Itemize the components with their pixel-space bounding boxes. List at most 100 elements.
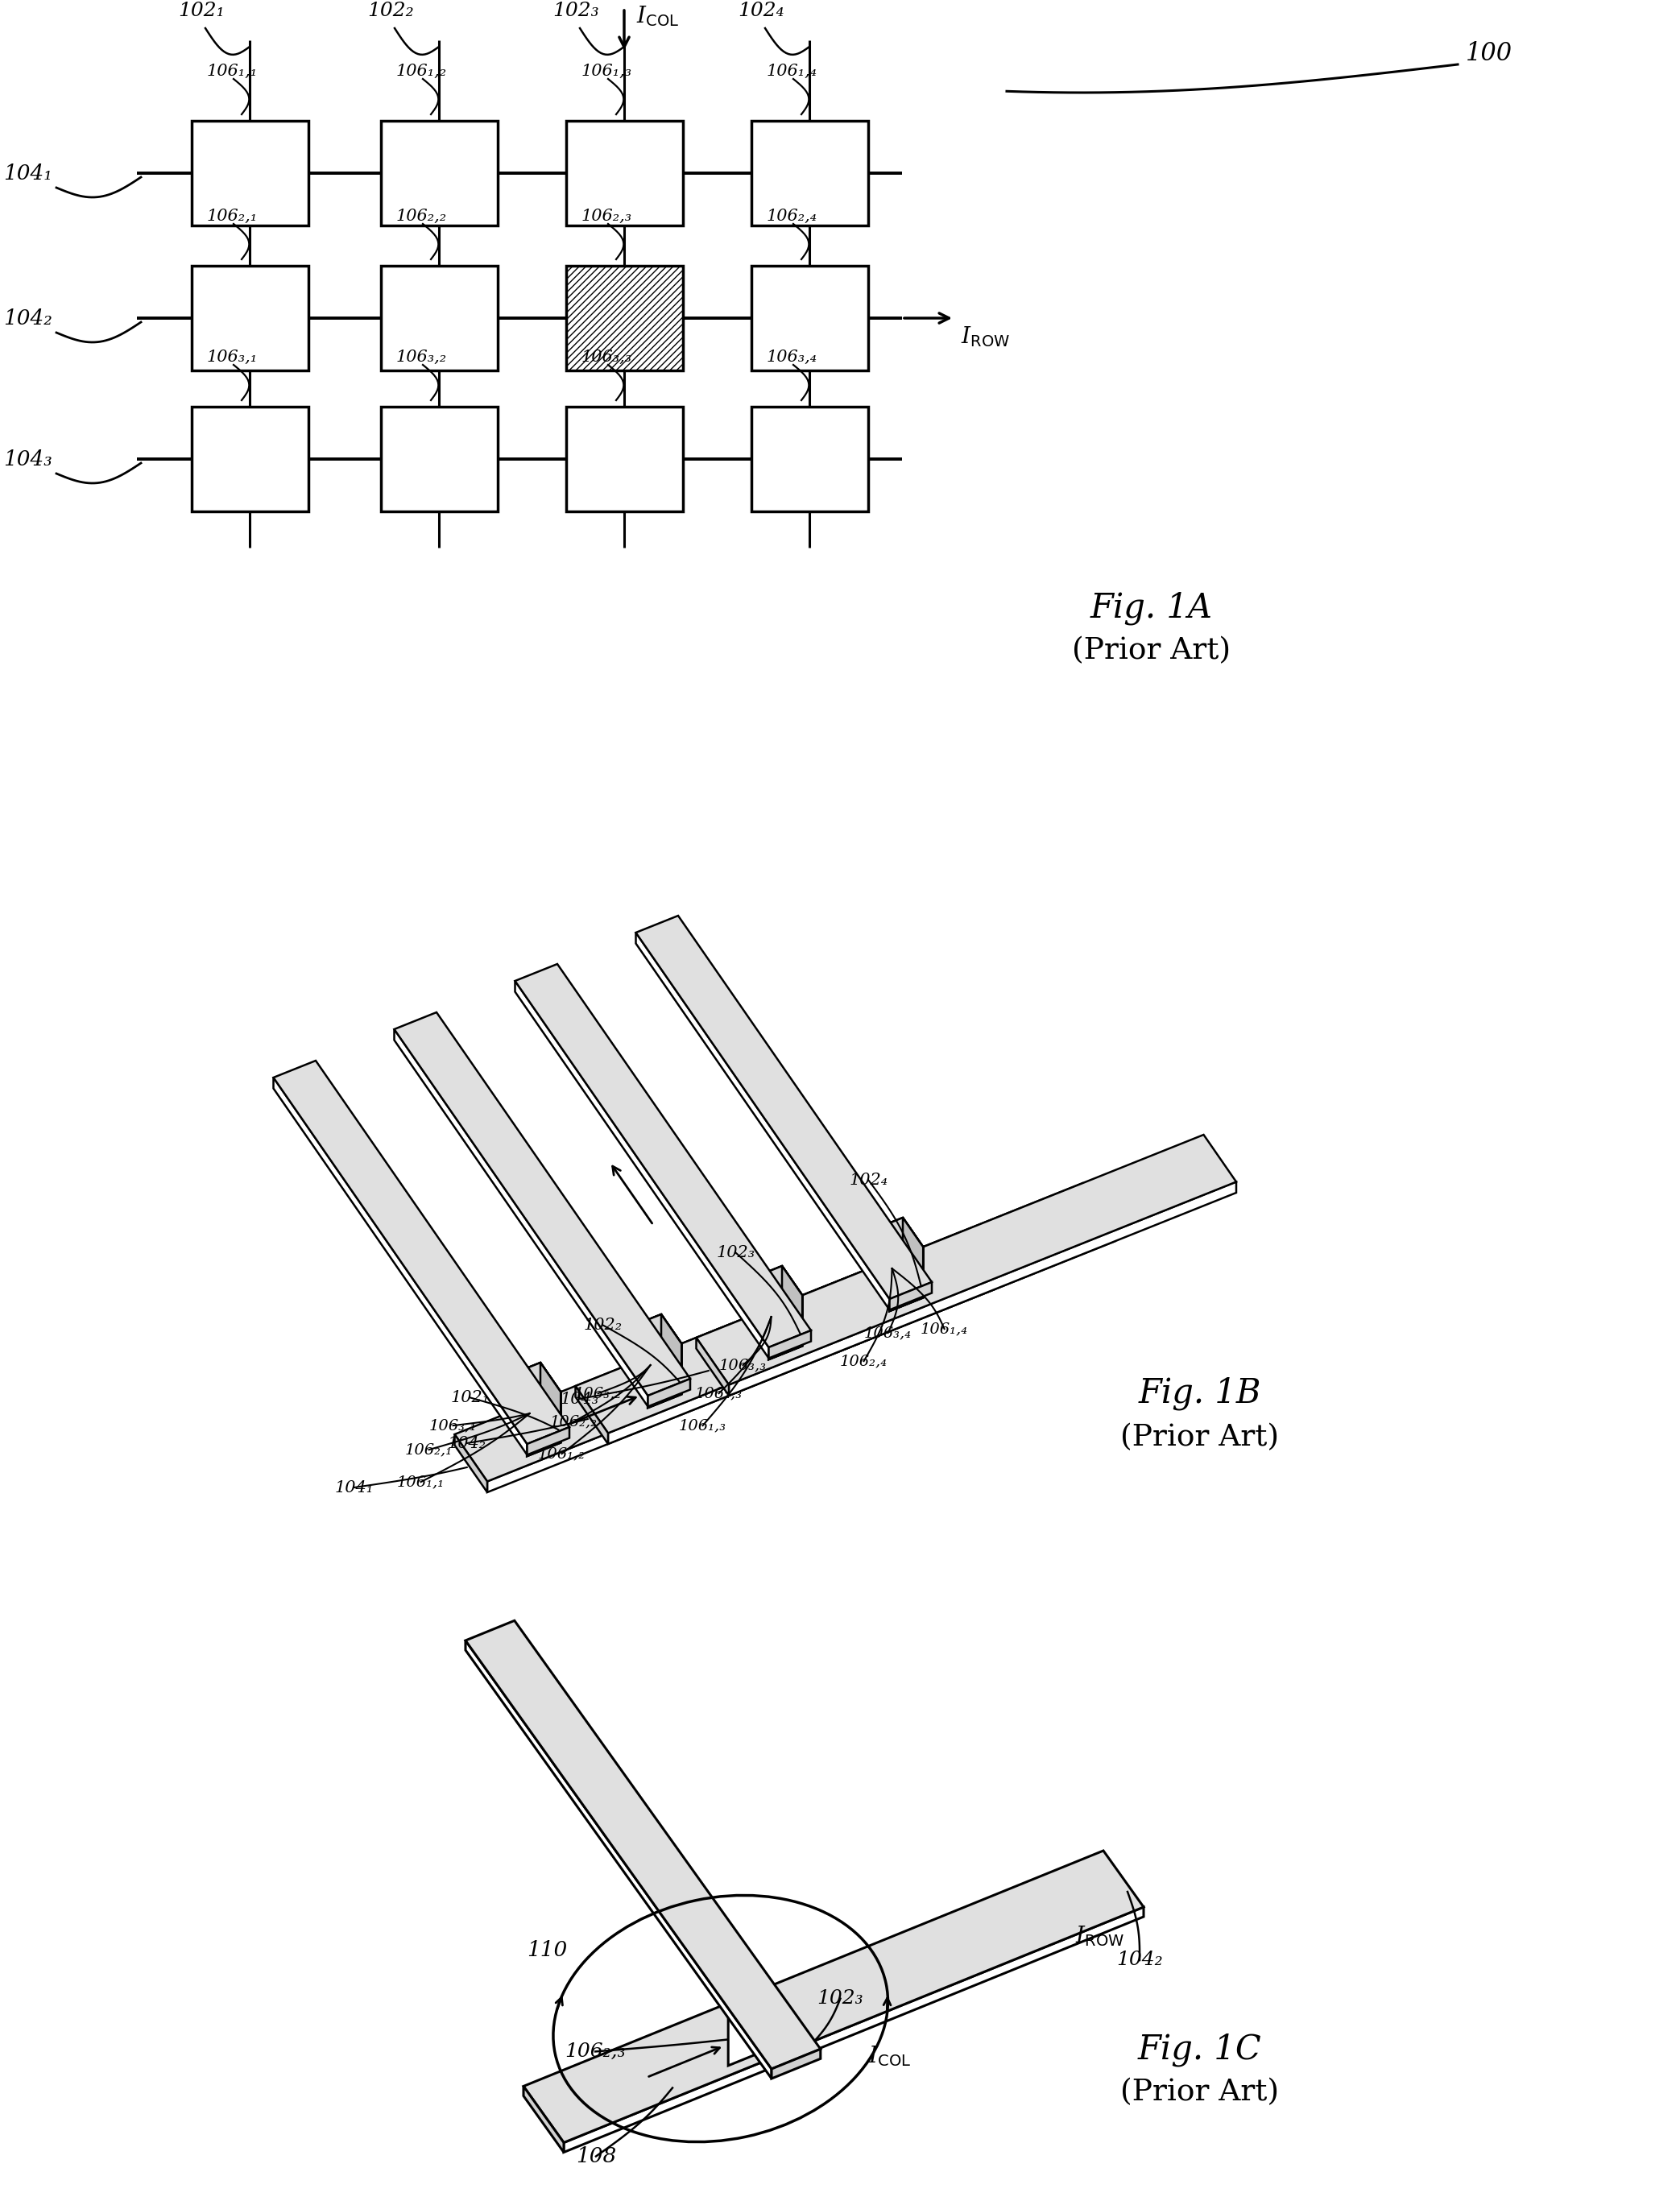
Text: 102₃: 102₃ <box>816 1990 864 2007</box>
Polygon shape <box>528 1391 561 1457</box>
Text: 106₂,₁: 106₂,₁ <box>207 209 257 225</box>
Polygon shape <box>748 1266 803 1310</box>
Text: 102₂: 102₂ <box>368 2 413 20</box>
Text: 104₃: 104₃ <box>3 449 52 469</box>
Polygon shape <box>781 1266 803 1347</box>
Text: 106₂,₂: 106₂,₂ <box>396 209 447 225</box>
Polygon shape <box>576 1184 1116 1433</box>
Polygon shape <box>395 1030 648 1406</box>
Text: 106₃,₃: 106₃,₃ <box>719 1358 766 1373</box>
Text: 106₂,₁: 106₂,₁ <box>405 1442 452 1457</box>
Text: 104₂: 104₂ <box>1117 1950 1163 1970</box>
Polygon shape <box>627 1314 682 1358</box>
Polygon shape <box>902 1217 922 1299</box>
Polygon shape <box>541 1362 561 1442</box>
Polygon shape <box>902 1217 922 1299</box>
Text: 106₃,₂: 106₃,₂ <box>575 1387 622 1400</box>
Text: 106₂,₄: 106₂,₄ <box>840 1354 887 1369</box>
Polygon shape <box>465 1620 820 2069</box>
Bar <box>566 407 682 511</box>
Polygon shape <box>274 1061 570 1444</box>
Polygon shape <box>748 1266 803 1310</box>
Text: 106₁,₃: 106₁,₃ <box>581 64 632 79</box>
Polygon shape <box>648 1343 682 1409</box>
Polygon shape <box>768 1296 803 1360</box>
Text: 106₁,₁: 106₁,₁ <box>207 64 257 79</box>
Polygon shape <box>274 1078 528 1455</box>
Polygon shape <box>648 1343 682 1409</box>
Polygon shape <box>507 1362 561 1406</box>
Text: 110: 110 <box>528 1939 568 1961</box>
Text: (Prior Art): (Prior Art) <box>1121 2078 1280 2106</box>
Text: 106₃,₃: 106₃,₃ <box>581 350 632 365</box>
Polygon shape <box>516 982 769 1358</box>
Text: 108: 108 <box>576 2146 617 2166</box>
Polygon shape <box>648 1343 682 1409</box>
Polygon shape <box>648 1378 690 1406</box>
Polygon shape <box>768 1296 803 1360</box>
Text: 102₁: 102₁ <box>450 1389 489 1404</box>
Text: 106₂,₃: 106₂,₃ <box>581 209 632 225</box>
Polygon shape <box>528 1391 561 1457</box>
Text: Fig. 1A: Fig. 1A <box>1090 592 1213 625</box>
Text: I$_{\rm COL}$: I$_{\rm COL}$ <box>869 2045 912 2067</box>
Text: 106₃,₂: 106₃,₂ <box>396 350 447 365</box>
Polygon shape <box>746 1954 773 2047</box>
Polygon shape <box>769 1329 811 1358</box>
Bar <box>192 266 307 370</box>
Text: 104₃: 104₃ <box>561 1391 600 1406</box>
Polygon shape <box>487 1279 995 1492</box>
Polygon shape <box>889 1248 922 1312</box>
Text: Fig. 1C: Fig. 1C <box>1137 2034 1262 2067</box>
Text: 106₃,₄: 106₃,₄ <box>864 1325 912 1340</box>
Text: 104₁: 104₁ <box>334 1479 373 1494</box>
Polygon shape <box>608 1230 1116 1444</box>
Polygon shape <box>889 1248 922 1312</box>
Polygon shape <box>395 1012 690 1395</box>
Bar <box>381 266 497 370</box>
Text: 106₂,₃: 106₂,₃ <box>564 2043 625 2060</box>
Text: I$_{\rm ROW}$: I$_{\rm ROW}$ <box>961 324 1010 348</box>
Polygon shape <box>729 1182 1236 1395</box>
Text: 106₁,₁: 106₁,₁ <box>396 1475 445 1490</box>
Text: 102₃: 102₃ <box>716 1246 754 1261</box>
Polygon shape <box>768 1296 803 1360</box>
Text: 106₃,₁: 106₃,₁ <box>207 350 257 365</box>
Text: 106₂,₂: 106₂,₂ <box>549 1415 598 1428</box>
Polygon shape <box>781 1266 803 1347</box>
Text: 102₄: 102₄ <box>848 1173 887 1189</box>
Polygon shape <box>635 916 932 1299</box>
Text: I$_{\rm COL}$: I$_{\rm COL}$ <box>637 4 679 29</box>
Text: 106₂,₄: 106₂,₄ <box>766 209 816 225</box>
Polygon shape <box>528 1391 561 1457</box>
Text: 106₃,₁: 106₃,₁ <box>430 1417 477 1433</box>
Polygon shape <box>635 933 889 1310</box>
Text: (Prior Art): (Prior Art) <box>1121 1424 1280 1453</box>
Text: 104₂: 104₂ <box>447 1435 486 1450</box>
Text: 104₁: 104₁ <box>3 163 52 183</box>
Bar <box>192 407 307 511</box>
Text: 102₄: 102₄ <box>738 2 785 20</box>
Polygon shape <box>507 1362 561 1406</box>
Text: 102₁: 102₁ <box>178 2 225 20</box>
Polygon shape <box>564 1906 1144 2153</box>
Text: I$_{\rm ROW}$: I$_{\rm ROW}$ <box>1075 1924 1124 1948</box>
Text: 106₃,₄: 106₃,₄ <box>766 350 816 365</box>
Bar <box>751 121 869 225</box>
Text: 104₂: 104₂ <box>3 308 52 328</box>
Polygon shape <box>465 1640 771 2078</box>
Polygon shape <box>662 1314 682 1395</box>
Bar <box>192 121 307 225</box>
Polygon shape <box>771 2049 820 2078</box>
Polygon shape <box>627 1314 682 1358</box>
Bar <box>751 407 869 511</box>
Polygon shape <box>662 1314 682 1395</box>
Bar <box>566 266 682 370</box>
Polygon shape <box>455 1435 487 1492</box>
Polygon shape <box>507 1362 561 1406</box>
Text: 106₁,₄: 106₁,₄ <box>921 1321 968 1336</box>
Polygon shape <box>541 1362 561 1442</box>
Polygon shape <box>869 1217 922 1261</box>
Text: 100: 100 <box>1465 42 1512 66</box>
Polygon shape <box>869 1217 922 1261</box>
